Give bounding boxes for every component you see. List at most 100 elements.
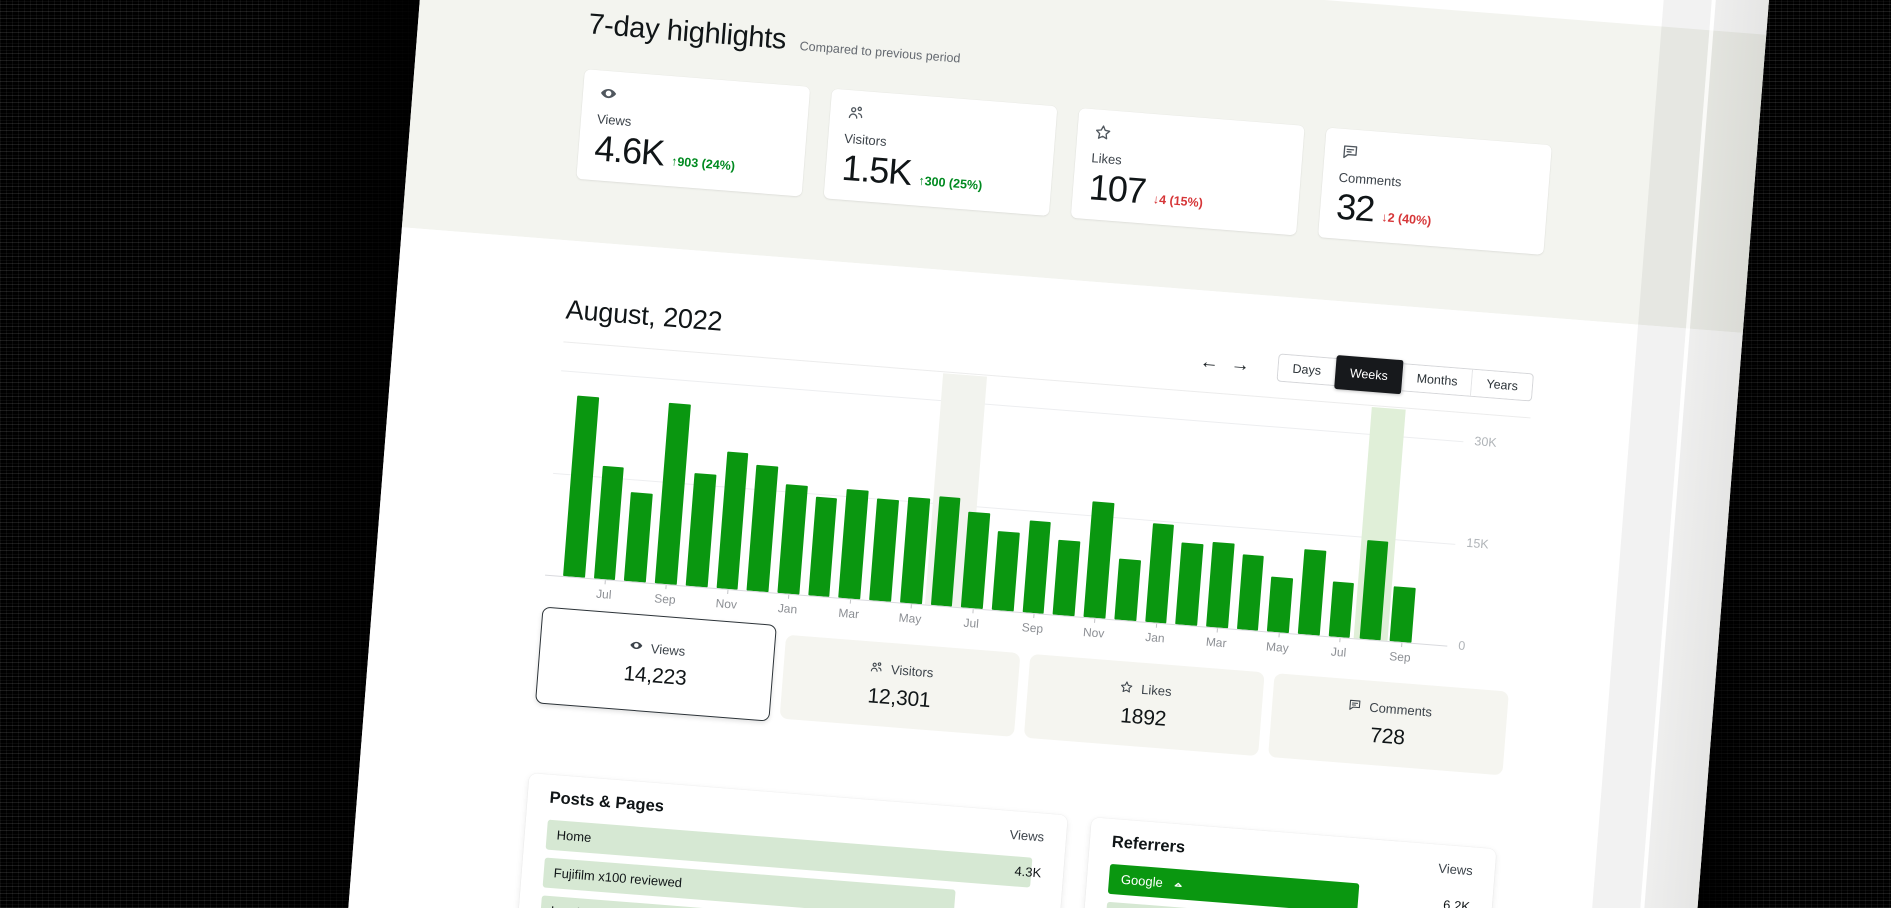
chart-bar[interactable] [1175, 542, 1204, 626]
x-axis-tick [665, 585, 668, 590]
summary-tab-label: Comments [1368, 699, 1433, 720]
chart-bar[interactable] [1267, 576, 1294, 634]
y-axis-label: 30K [1473, 434, 1498, 450]
highlight-card-delta: ↑300 (25%) [917, 173, 983, 193]
x-axis-tick [727, 589, 729, 595]
range-tab-years[interactable]: Years [1471, 369, 1533, 401]
chart-bar[interactable] [1236, 554, 1265, 631]
chart-bar[interactable] [1052, 539, 1081, 617]
x-axis-label: Sep [1388, 649, 1412, 665]
referrer-views-value: 6.2K [1442, 897, 1471, 908]
metric-summary-tabs: Views 14,223 Visitors 12,301 Likes 1892 … [534, 606, 1509, 779]
chart-bar[interactable] [685, 473, 717, 588]
prev-period-button[interactable]: ← [1193, 349, 1226, 374]
highlight-card-delta: ↓4 (15%) [1152, 192, 1204, 211]
stats-page: 7-day highlights Compared to previous pe… [322, 0, 1786, 908]
x-axis-label: May [898, 610, 922, 627]
next-period-button[interactable]: → [1224, 352, 1257, 377]
highlight-card-likes: Likes 107 ↓4 (15%) [1070, 108, 1305, 236]
x-axis-label: Nov [1082, 625, 1105, 641]
detail-cards-row: Posts & Pages Views Home 4.3K Fujifilm x… [506, 772, 1497, 908]
summary-tab-likes[interactable]: Likes 1892 [1023, 653, 1265, 757]
x-axis-label: Sep [653, 591, 677, 607]
highlight-card-comments: Comments 32 ↓2 (40%) [1317, 127, 1552, 255]
x-axis-tick [1033, 614, 1035, 619]
summary-tab-views[interactable]: Views 14,223 [534, 606, 777, 722]
highlight-card-value: 32 [1334, 185, 1376, 230]
range-tab-days[interactable]: Days [1277, 354, 1337, 385]
range-tab-months[interactable]: Months [1401, 364, 1474, 396]
summary-tab-value: 1892 [1119, 703, 1168, 731]
chart-bar[interactable] [746, 464, 779, 593]
highlight-card-value: 1.5K [840, 146, 913, 194]
x-axis-label: Mar [1205, 634, 1228, 651]
people-icon [868, 659, 884, 678]
range-tab-weeks[interactable]: Weeks [1333, 355, 1406, 395]
eye-icon [628, 637, 644, 656]
x-axis-tick [972, 609, 974, 614]
summary-tab-value: 12,301 [866, 683, 932, 712]
referrers-card: Referrers Views Google 6.2K [1077, 817, 1497, 908]
summary-tab-label: Likes [1140, 681, 1173, 700]
highlights-subtitle: Compared to previous period [799, 38, 961, 66]
referrer-title: Google [1108, 864, 1471, 908]
range-segmented-control: Days Weeks Months Years [1276, 353, 1534, 402]
star-icon [1093, 122, 1288, 157]
x-axis-label: Jul [595, 586, 612, 602]
chart-section: August, 2022 ← → Days Weeks Months Years… [336, 227, 1743, 908]
x-axis-label: Jul [1330, 644, 1347, 660]
highlight-card-value: 107 [1087, 166, 1148, 212]
chart-bar[interactable] [1114, 558, 1141, 622]
x-axis-tick [1094, 618, 1096, 623]
comment-icon [1340, 142, 1535, 177]
summary-tab-label: Visitors [890, 662, 934, 681]
chevron-up-icon[interactable] [1171, 877, 1185, 891]
posts-pages-card: Posts & Pages Views Home 4.3K Fujifilm x… [515, 772, 1068, 908]
chart-bar[interactable] [1144, 523, 1175, 624]
chart-bar[interactable] [807, 496, 838, 598]
highlight-cards-row: Views 4.6K ↑903 (24%) Visitors 1.5K ↑300… [576, 69, 1552, 255]
chart-bar[interactable] [1328, 581, 1355, 638]
x-axis-label: Nov [715, 596, 738, 612]
referrers-views-header: Views [1437, 860, 1474, 879]
x-axis-tick [1155, 623, 1158, 628]
x-axis-label: Jan [1144, 629, 1166, 646]
highlight-card-value: 4.6K [593, 127, 666, 174]
x-axis-label: Jan [777, 600, 798, 617]
referrer-row[interactable]: Google 6.2K [1107, 863, 1471, 908]
chart-bar[interactable] [991, 531, 1020, 612]
chart-bar[interactable] [961, 511, 991, 610]
chart-bar[interactable] [1297, 548, 1327, 636]
chart-bar[interactable] [593, 465, 625, 581]
highlight-card-delta: ↑903 (24%) [670, 154, 736, 174]
chart-bar[interactable] [1083, 501, 1115, 619]
highlight-card-views: Views 4.6K ↑903 (24%) [576, 69, 811, 197]
x-axis-tick [910, 604, 913, 609]
chart-bar[interactable] [838, 488, 869, 600]
x-axis-tick [1400, 642, 1403, 648]
chart-bar[interactable] [869, 497, 899, 602]
post-views-value: 4.3K [1013, 863, 1042, 881]
x-axis-tick [1278, 633, 1280, 638]
chart-bar[interactable] [1206, 541, 1235, 629]
chart-bar[interactable] [1389, 586, 1416, 643]
referrers-rows: Google 6.2K [1104, 863, 1471, 908]
comment-icon [1347, 696, 1363, 715]
star-icon [1119, 679, 1135, 698]
summary-tab-visitors[interactable]: Visitors 12,301 [779, 634, 1021, 737]
summary-tab-value: 14,223 [622, 662, 688, 690]
eye-icon [598, 83, 793, 118]
x-axis-label: Jul [963, 615, 980, 631]
posts-views-header: Views [1009, 826, 1045, 845]
y-axis-label: 0 [1457, 638, 1466, 654]
highlights-section: 7-day highlights Compared to previous pe… [401, 0, 1767, 333]
chart-bar[interactable] [624, 492, 653, 583]
x-axis-label: May [1265, 639, 1290, 656]
referrers-title: Referrers [1111, 832, 1186, 857]
posts-pages-title: Posts & Pages [548, 788, 665, 816]
highlight-card-visitors: Visitors 1.5K ↑300 (25%) [823, 88, 1058, 217]
chart-bar[interactable] [777, 483, 808, 595]
chart-bar[interactable] [1022, 520, 1052, 614]
summary-tab-comments[interactable]: Comments 728 [1268, 673, 1509, 776]
